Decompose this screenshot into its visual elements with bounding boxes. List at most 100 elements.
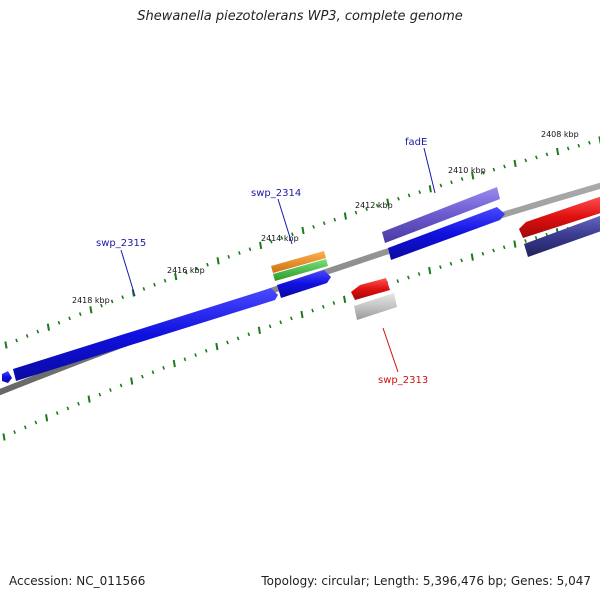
gc-tick-upper [354,210,358,215]
ruler-label-2416: 2416 kbp [167,266,205,275]
gc-tick-upper [566,146,570,151]
gene-rrna-green[interactable] [273,259,328,281]
gc-tick-upper [46,323,50,331]
gc-tick-upper [375,203,379,208]
gc-tick-lower [534,236,538,240]
gc-tick-lower [428,266,432,275]
gc-tick-upper [524,158,528,163]
gc-tick-upper [25,334,29,338]
gc-tick-upper [503,164,506,169]
gc-tick-upper [397,196,400,201]
gene-navy-right[interactable] [524,214,600,257]
leader-swp-2314 [277,198,293,245]
genome-summary-text: Topology: circular; Length: 5,396,476 bp… [261,574,591,588]
gc-tick-lower [109,388,112,392]
gene-swp-2314-arrow[interactable] [277,270,331,298]
gc-tick-lower [492,248,495,253]
gc-tick-upper [471,172,475,180]
gc-tick-upper [248,247,252,252]
gene-swp-2313-arrow[interactable] [351,278,390,300]
gc-tick-upper [535,155,538,160]
ruler-label-2408: 2408 kbp [541,130,579,139]
gc-tick-lower [311,308,314,313]
gc-tick-lower [481,251,485,256]
gene-label-swp-2315[interactable]: swp_2315 [96,238,146,249]
gc-tick-lower [13,430,16,434]
gc-tick-lower [130,377,134,385]
gene-label-fadE[interactable]: fadE [405,137,427,148]
page-title: Shewanella piezotolerans WP3, complete g… [137,9,463,24]
gc-tick-lower [162,366,165,370]
gc-tick-lower [247,332,251,337]
gc-tick-lower [449,261,453,266]
gc-tick-lower [300,310,304,319]
gc-tick-upper [365,207,368,211]
gc-tick-upper [15,338,18,343]
gc-tick-upper [545,152,549,157]
gc-tick-lower [470,253,474,261]
gc-tick-upper [163,278,167,283]
gc-tick-lower [23,425,27,430]
gc-tick-lower [151,370,155,375]
gc-tick-upper [439,183,443,188]
gc-tick-lower [407,275,410,280]
gc-tick-upper [121,295,125,300]
gc-tick-upper [577,143,581,148]
gene-label-swp-2313[interactable]: swp_2313 [378,375,428,386]
gc-tick-lower [98,392,102,397]
gc-tick-lower [141,374,144,379]
gc-tick-lower [172,359,176,368]
gc-tick-lower [332,301,336,305]
accession-text: Accession: NC_011566 [9,574,146,588]
gene-fadE-purple[interactable] [382,187,500,243]
gene-label-swp-2314[interactable]: swp_2314 [251,188,301,199]
gc-tick-lower [396,279,400,283]
gc-tick-lower [34,420,38,425]
gc-tick-lower [513,240,517,248]
gc-tick-lower [45,414,49,422]
gc-tick-upper [407,193,411,198]
gc-tick-upper [36,329,40,334]
gc-tick-upper [513,159,517,168]
gc-tick-upper [206,262,209,267]
gc-tick-lower [257,326,261,334]
gc-tick-lower [439,265,442,269]
gene-fadE-arrow[interactable] [388,207,505,260]
gc-tick-lower [119,383,123,388]
gc-tick-upper [89,306,93,314]
gc-tick-lower [215,342,219,351]
gc-tick-upper [301,226,305,235]
gc-tick-upper [174,272,178,281]
gc-tick-upper [78,312,82,316]
gc-tick-upper [153,282,156,287]
gc-tick-lower [204,348,208,353]
leader-swp-2313 [382,327,399,373]
gc-tick-upper [216,257,220,265]
gc-tick-lower [194,353,197,357]
gene-swp-2315-arrow[interactable] [13,288,278,381]
gene-red-right[interactable] [519,195,600,238]
gc-tick-upper [481,170,485,175]
gc-tick-lower [524,239,527,243]
gene-pseudo-gray[interactable] [354,293,397,320]
gc-tick-upper [238,251,241,255]
gc-tick-lower [460,258,463,263]
gc-tick-upper [291,232,294,237]
gc-tick-lower [55,411,59,415]
gc-tick-lower [236,336,240,341]
gc-tick-upper [492,167,496,172]
gc-tick-upper [227,255,231,259]
gc-ticks-lower [2,216,600,441]
gc-tick-upper [4,341,8,349]
gc-tick-upper [259,241,263,250]
ruler-label-2414: 2414 kbp [261,234,299,243]
gc-tick-lower [226,340,229,345]
gc-tick-upper [57,320,61,325]
gc-tick-upper [184,270,188,275]
gc-tick-lower [279,320,283,325]
gc-tick-lower [321,304,325,309]
gene-small-arrow-left[interactable] [2,371,12,383]
gene-rrna-orange[interactable] [271,251,326,273]
